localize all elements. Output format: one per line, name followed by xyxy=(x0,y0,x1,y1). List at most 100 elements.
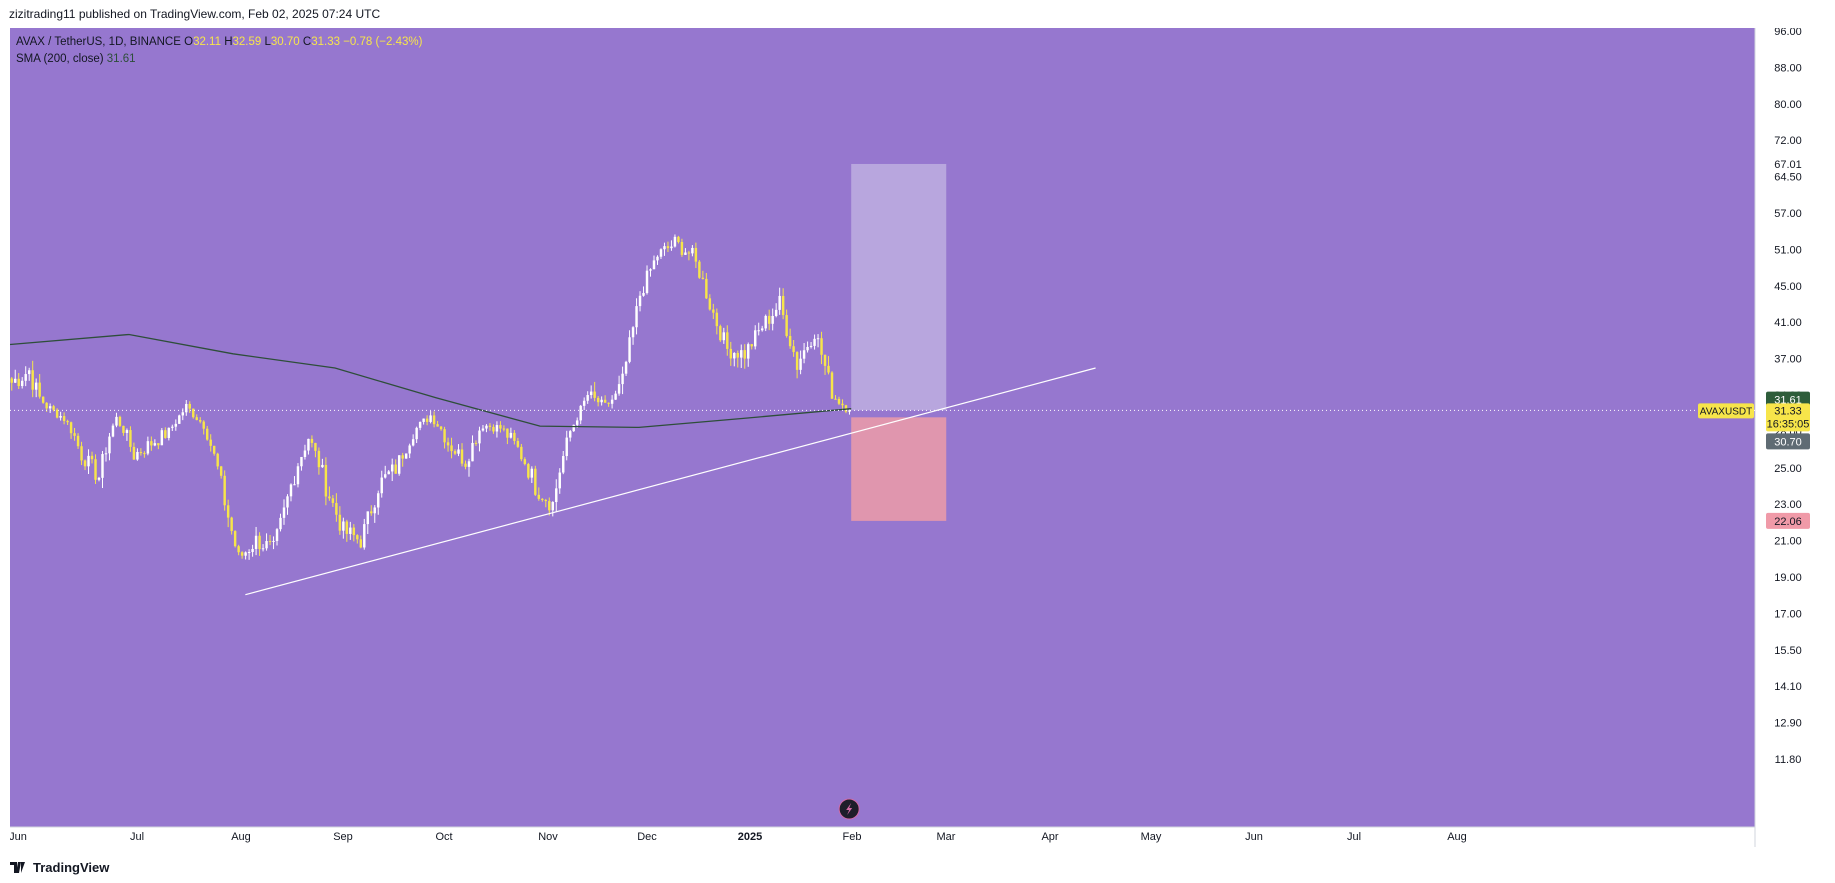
candle-body[interactable] xyxy=(422,418,425,422)
candle-body[interactable] xyxy=(415,427,418,440)
candle-body[interactable] xyxy=(359,539,363,548)
candle-body[interactable] xyxy=(691,247,694,254)
candle-body[interactable] xyxy=(34,382,38,390)
candle-body[interactable] xyxy=(781,295,785,316)
candle-body[interactable] xyxy=(523,459,527,465)
candle-body[interactable] xyxy=(757,330,760,332)
candle-body[interactable] xyxy=(743,350,746,359)
candle-body[interactable] xyxy=(569,431,572,438)
candle-body[interactable] xyxy=(356,535,359,540)
candle-body[interactable] xyxy=(771,316,774,324)
candle-body[interactable] xyxy=(802,350,806,359)
candle-body[interactable] xyxy=(293,484,296,486)
candle-body[interactable] xyxy=(555,488,558,503)
candle-body[interactable] xyxy=(48,406,52,409)
candle-body[interactable] xyxy=(286,496,289,508)
candle-body[interactable] xyxy=(537,494,541,499)
candle-body[interactable] xyxy=(230,517,233,532)
candle-body[interactable] xyxy=(314,442,317,451)
candle-body[interactable] xyxy=(799,358,802,370)
sma-200-line[interactable] xyxy=(10,333,852,429)
candle-body[interactable] xyxy=(684,252,687,255)
candle-body[interactable] xyxy=(722,332,726,341)
candle-body[interactable] xyxy=(813,338,816,346)
candle-body[interactable] xyxy=(62,416,66,421)
candle-body[interactable] xyxy=(321,464,324,468)
candle-body[interactable] xyxy=(219,466,223,476)
candle-body[interactable] xyxy=(418,421,422,428)
candlestick-chart[interactable]: 11.80 12.90 14.10 15.50 17.00 19.00 21.00 23.00… xyxy=(10,28,1826,847)
candle-body[interactable] xyxy=(24,374,27,381)
candle-body[interactable] xyxy=(150,441,153,446)
candle-body[interactable] xyxy=(429,415,432,422)
candle-body[interactable] xyxy=(69,422,73,434)
candle-body[interactable] xyxy=(827,365,830,373)
candle-body[interactable] xyxy=(753,330,757,347)
candle-body[interactable] xyxy=(59,416,62,418)
candle-body[interactable] xyxy=(146,441,150,454)
candle-body[interactable] xyxy=(342,521,345,531)
candle-body[interactable] xyxy=(300,456,303,467)
candle-body[interactable] xyxy=(729,348,733,359)
legend-symbol[interactable]: AVAX / TetherUS, 1D, BINANCE xyxy=(16,36,181,48)
candle-body[interactable] xyxy=(254,535,258,549)
candle-body[interactable] xyxy=(579,405,582,421)
candle-body[interactable] xyxy=(115,416,118,426)
candle-body[interactable] xyxy=(617,384,621,394)
candle-body[interactable] xyxy=(401,455,404,459)
candle-body[interactable] xyxy=(788,335,792,347)
candle-body[interactable] xyxy=(670,246,673,249)
candle-body[interactable] xyxy=(719,326,722,341)
candle-body[interactable] xyxy=(432,415,436,425)
candle-body[interactable] xyxy=(767,315,771,324)
candle-body[interactable] xyxy=(436,424,439,427)
candle-body[interactable] xyxy=(712,309,715,313)
candle-body[interactable] xyxy=(733,352,736,359)
candle-body[interactable] xyxy=(366,511,369,525)
candle-body[interactable] xyxy=(740,350,743,358)
candle-body[interactable] xyxy=(551,502,554,511)
candle-body[interactable] xyxy=(338,514,342,531)
candle-body[interactable] xyxy=(226,505,230,518)
candle-body[interactable] xyxy=(848,410,851,412)
candle-body[interactable] xyxy=(575,420,579,425)
candle-body[interactable] xyxy=(698,261,701,278)
candle-body[interactable] xyxy=(108,436,111,454)
candle-body[interactable] xyxy=(370,511,373,514)
candle-body[interactable] xyxy=(628,337,631,362)
candle-body[interactable] xyxy=(509,432,513,438)
candle-body[interactable] xyxy=(663,246,666,250)
candle-body[interactable] xyxy=(586,395,589,401)
candle-body[interactable] xyxy=(171,426,174,428)
candle-body[interactable] xyxy=(251,548,254,553)
candle-body[interactable] xyxy=(708,298,712,310)
candle-body[interactable] xyxy=(607,402,610,404)
candle-body[interactable] xyxy=(530,468,534,478)
legend-sma-label[interactable]: SMA (200, close) xyxy=(16,53,104,65)
candle-body[interactable] xyxy=(715,312,719,327)
candle-body[interactable] xyxy=(474,442,478,444)
candle-body[interactable] xyxy=(471,442,474,462)
candle-body[interactable] xyxy=(506,428,509,438)
candle-body[interactable] xyxy=(265,541,268,549)
candle-body[interactable] xyxy=(143,453,146,455)
candle-body[interactable] xyxy=(558,472,561,489)
candle-body[interactable] xyxy=(20,380,24,387)
candle-body[interactable] xyxy=(541,498,544,500)
candle-body[interactable] xyxy=(816,338,820,340)
candle-body[interactable] xyxy=(303,450,307,457)
candle-body[interactable] xyxy=(736,352,739,358)
candle-body[interactable] xyxy=(352,527,356,536)
candle-body[interactable] xyxy=(411,439,415,446)
candle-body[interactable] xyxy=(642,292,645,296)
candle-body[interactable] xyxy=(792,346,795,353)
candle-body[interactable] xyxy=(377,493,380,508)
candle-body[interactable] xyxy=(31,370,34,390)
candle-body[interactable] xyxy=(652,260,656,270)
candle-body[interactable] xyxy=(101,454,104,478)
candle-body[interactable] xyxy=(195,417,198,421)
candle-body[interactable] xyxy=(199,420,202,422)
candle-body[interactable] xyxy=(439,426,443,430)
candle-body[interactable] xyxy=(572,424,575,432)
candle-body[interactable] xyxy=(600,399,603,403)
